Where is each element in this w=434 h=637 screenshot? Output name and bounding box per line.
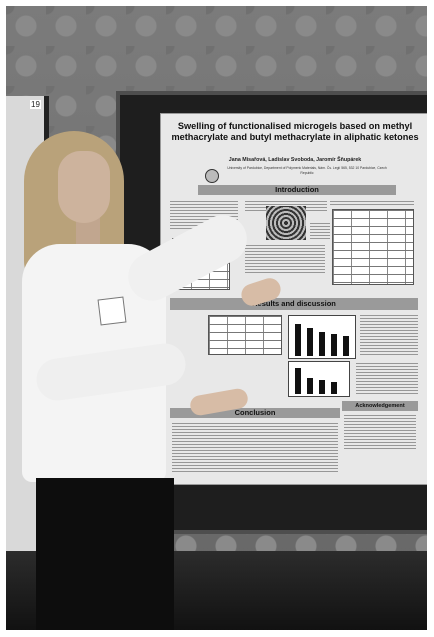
chart-bar xyxy=(319,332,325,356)
acknowledgement-text xyxy=(344,415,416,449)
results-text-right xyxy=(360,315,418,355)
chart-bar xyxy=(295,368,301,394)
chart-bar xyxy=(295,324,301,356)
intro-text-middle-lower xyxy=(245,245,325,273)
conclusion-text xyxy=(172,423,338,473)
chart-bar xyxy=(343,336,349,356)
dark-trousers xyxy=(36,478,174,630)
board-number-tag: 19 xyxy=(30,100,41,109)
chart-bar xyxy=(307,328,313,356)
poster-authors: Jana Misařová, Ladislav Svoboda, Jaromír… xyxy=(228,157,362,163)
data-table-right xyxy=(332,209,414,285)
section-acknowledgement: Acknowledgement xyxy=(342,401,418,411)
table-caption-right xyxy=(330,201,414,207)
poster-affiliation: University of Pardubice, Department of P… xyxy=(227,166,387,175)
photo-frame: 19 Swelling of functionalised microgels … xyxy=(6,6,427,630)
results-text-lower xyxy=(356,363,418,395)
microgel-micrograph xyxy=(266,206,306,240)
results-table xyxy=(208,315,282,355)
section-introduction: Introduction xyxy=(198,185,396,195)
scientific-poster: Swelling of functionalised microgels bas… xyxy=(160,113,427,485)
micrograph-caption xyxy=(310,223,330,239)
chart-bar xyxy=(319,380,325,394)
section-conclusion: Conclusion xyxy=(170,408,340,418)
chart-bar xyxy=(331,382,337,394)
poster-title: Swelling of functionalised microgels bas… xyxy=(171,121,419,142)
name-badge xyxy=(97,296,127,326)
university-logo-icon xyxy=(205,169,219,183)
chart-bar xyxy=(307,378,313,394)
face xyxy=(58,151,110,223)
chart-bar xyxy=(331,334,337,356)
section-results: Results and discussion xyxy=(170,298,418,310)
results-bar-chart-bottom xyxy=(288,361,350,397)
results-bar-chart-top xyxy=(288,315,356,359)
